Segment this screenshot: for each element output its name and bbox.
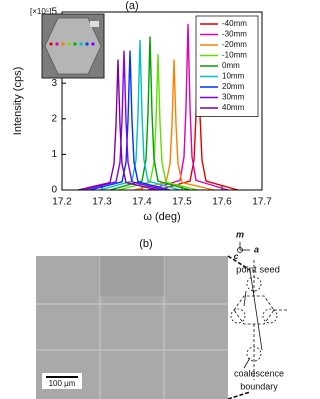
inset-image	[41, 13, 105, 79]
legend-label: 0mm	[222, 61, 240, 70]
x-tick-label: 17.6	[212, 197, 232, 208]
y-tick-label: 5	[51, 7, 57, 18]
y-tick-label: 1	[51, 149, 57, 160]
series-line	[77, 59, 159, 191]
y-axis-label: Intensity (cps)	[12, 67, 24, 135]
legend-label: -30mm	[222, 30, 247, 39]
micrograph: 100 μm	[36, 256, 228, 399]
legend-label: 20mm	[222, 82, 245, 91]
legend-label: 40mm	[222, 103, 245, 112]
figure: (a) [×10⁵] Intensity (cps) ω (deg) 17.2 1…	[12, 0, 289, 399]
point-seed-label: point seed	[236, 265, 280, 276]
seed-diagram	[227, 242, 289, 399]
series-line	[147, 23, 229, 191]
series-line	[83, 50, 165, 191]
y-multiplier: [×10⁵]	[30, 7, 51, 16]
panel-label: (a)	[125, 0, 138, 12]
x-tick-label: 17.2	[52, 197, 72, 208]
x-axis-label: ω (deg)	[143, 211, 180, 223]
x-tick-label: 17.5	[172, 197, 192, 208]
axis-m: m	[236, 229, 244, 239]
x-tick-label: 17.4	[132, 197, 152, 208]
legend-label: -40mm	[222, 19, 247, 28]
y-tick-label: 0	[51, 185, 57, 196]
series-line	[89, 50, 171, 191]
scale-bar-label: 100 μm	[49, 379, 76, 388]
legend-label: 10mm	[222, 72, 245, 81]
series-line	[99, 39, 181, 191]
axis-a: a	[254, 244, 259, 254]
y-tick-label: 3	[51, 78, 57, 89]
boundary-label: coalescence	[234, 368, 284, 378]
panel-label: (b)	[139, 238, 152, 250]
boundary-label: boundary	[240, 381, 278, 391]
axis-c: c	[234, 252, 239, 261]
y-tick-label: 2	[51, 113, 57, 124]
legend-label: 30mm	[222, 93, 245, 102]
series-line	[109, 36, 191, 191]
legend-label: -20mm	[222, 40, 247, 49]
series-line	[133, 59, 215, 191]
plot-frame	[61, 11, 263, 191]
legend-label: -10mm	[222, 51, 247, 60]
plot-area: 17.217.317.417.517.617.7012345-40mm-30mm…	[51, 7, 272, 208]
x-tick-label: 17.7	[252, 197, 272, 208]
x-tick-label: 17.3	[92, 197, 112, 208]
series-line	[117, 54, 199, 191]
